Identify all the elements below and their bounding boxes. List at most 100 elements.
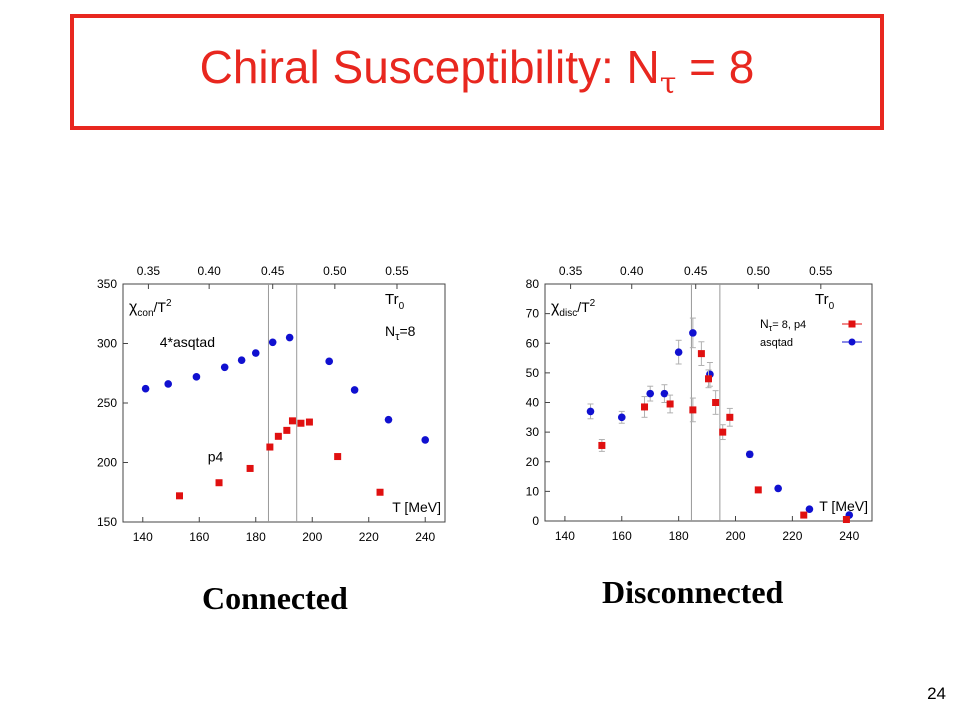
data-point-p4 <box>726 413 734 421</box>
top-tick-label: 0.55 <box>809 264 833 278</box>
data-point-p4 <box>305 418 313 426</box>
data-point-4*asqtad <box>164 380 172 388</box>
y-tick-label: 50 <box>526 366 540 380</box>
y-tick-label: 300 <box>97 337 117 351</box>
top-tick-label: 0.35 <box>559 264 583 278</box>
y-tick-label: 60 <box>526 336 540 350</box>
top-tick-label: 0.40 <box>197 264 221 278</box>
data-point-p4 <box>800 511 808 519</box>
data-point-p4 <box>666 400 674 408</box>
top-tick-label: 0.50 <box>323 264 347 278</box>
data-point-4*asqtad <box>141 384 150 393</box>
x-tick-label: 180 <box>246 530 266 544</box>
x-tick-label: 160 <box>612 529 632 543</box>
data-point-p4 <box>175 492 183 500</box>
data-point-asqtad <box>646 389 655 398</box>
tr0-label: Tr0 <box>385 291 405 312</box>
data-point-p4 <box>697 350 705 358</box>
top-tick-label: 0.45 <box>684 264 708 278</box>
slide-title: Chiral Susceptibility: Nτ = 8 <box>74 40 880 101</box>
x-tick-label: 160 <box>189 530 209 544</box>
tr0-label: Tr0 <box>815 291 835 312</box>
data-point-asqtad <box>774 484 782 493</box>
top-tick-label: 0.40 <box>620 264 644 278</box>
x-tick-label: 200 <box>302 530 322 544</box>
title-box: Chiral Susceptibility: Nτ = 8 <box>70 14 884 130</box>
data-point-p4 <box>215 479 223 487</box>
data-point-p4 <box>754 486 762 494</box>
data-point-asqtad <box>674 348 683 356</box>
y-axis-label: χdisc/T2 <box>551 298 596 319</box>
x-tick-label: 140 <box>555 529 575 543</box>
data-point-p4 <box>705 375 712 383</box>
data-point-4*asqtad <box>325 357 333 366</box>
top-tick-label: 0.45 <box>261 264 285 278</box>
data-point-4*asqtad <box>350 386 359 394</box>
top-tick-label: 0.55 <box>385 264 409 278</box>
legend-label: asqtad <box>760 337 793 349</box>
series-label: 4*asqtad <box>160 334 215 350</box>
data-point-4*asqtad <box>285 333 294 342</box>
y-tick-label: 0 <box>532 514 539 528</box>
x-tick-label: 180 <box>669 529 689 543</box>
y-axis-label: χcon/T2 <box>129 298 172 319</box>
y-tick-label: 70 <box>526 307 540 321</box>
y-tick-label: 20 <box>526 455 540 469</box>
title-suffix: = 8 <box>676 41 755 93</box>
data-point-4*asqtad <box>220 363 229 372</box>
top-tick-label: 0.35 <box>137 264 161 278</box>
plot-frame <box>544 283 873 522</box>
page-number: 24 <box>927 684 946 703</box>
data-point-p4 <box>297 419 305 427</box>
y-tick-label: 80 <box>526 277 540 291</box>
data-point-p4 <box>598 441 606 449</box>
data-point-asqtad <box>805 505 814 513</box>
legend-marker <box>848 320 856 328</box>
data-point-p4 <box>283 426 291 434</box>
data-point-p4 <box>274 432 282 440</box>
legend-label: Nτ= 8, p4 <box>760 317 806 333</box>
title-subscript: τ <box>659 66 677 101</box>
y-tick-label: 250 <box>97 396 117 410</box>
x-tick-label: 220 <box>359 530 379 544</box>
data-point-p4 <box>246 464 254 472</box>
top-tick-label: 0.50 <box>747 264 771 278</box>
x-axis-label: T [MeV] <box>819 498 868 514</box>
title-prefix: Chiral Susceptibility: N <box>199 41 660 93</box>
x-tick-label: 240 <box>415 530 435 544</box>
caption-connected: Connected <box>202 580 348 616</box>
ntau-label: Nτ=8 <box>385 323 416 343</box>
data-point-asqtad <box>586 407 595 416</box>
y-tick-label: 200 <box>97 456 117 470</box>
legend-marker <box>848 338 856 346</box>
data-point-p4 <box>641 403 649 411</box>
connected-chart: 140 160 180 200 220 240 150 200 250 300 350 0.35 0.4… <box>97 264 446 544</box>
caption-disconnected: Disconnected <box>602 574 784 610</box>
data-point-asqtad <box>617 413 626 422</box>
data-point-p4 <box>376 488 384 496</box>
data-point-p4 <box>266 443 274 451</box>
data-point-p4 <box>712 399 720 406</box>
data-point-4*asqtad <box>421 436 430 444</box>
y-tick-label: 30 <box>526 425 540 439</box>
data-point-4*asqtad <box>251 349 260 357</box>
data-point-4*asqtad <box>237 356 246 364</box>
data-point-asqtad <box>689 329 697 337</box>
data-point-p4 <box>719 428 727 436</box>
plot-frame <box>122 283 446 523</box>
data-point-4*asqtad <box>384 415 393 424</box>
x-tick-label: 200 <box>725 529 745 543</box>
x-tick-label: 220 <box>782 529 802 543</box>
x-axis-label: T [MeV] <box>392 499 441 515</box>
data-point-4*asqtad <box>192 373 201 381</box>
x-tick-label: 240 <box>839 529 859 543</box>
x-tick-label: 140 <box>133 530 153 544</box>
disconnected-chart: 140 160 180 200 220 240 0 10 20 30 40 50 60 70 80 0.35 0… <box>526 264 873 543</box>
series-label: p4 <box>208 448 224 464</box>
data-point-p4 <box>334 453 342 461</box>
data-point-p4 <box>288 417 296 425</box>
y-tick-label: 150 <box>97 515 117 529</box>
data-point-asqtad <box>660 389 669 398</box>
y-tick-label: 40 <box>526 396 540 410</box>
data-point-asqtad <box>745 450 754 459</box>
